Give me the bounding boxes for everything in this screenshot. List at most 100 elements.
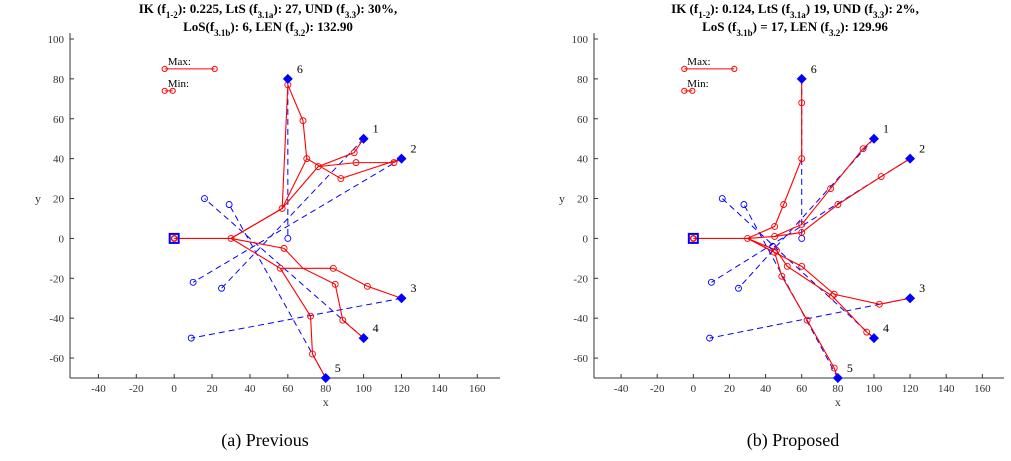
path-marker xyxy=(827,185,835,192)
path-line xyxy=(747,138,875,239)
x-tick-label: 160 xyxy=(974,383,991,395)
panel-caption: (a) Previous xyxy=(221,430,308,451)
blue-marker xyxy=(735,284,742,292)
chart-title-line: LoS (f3.1b) = 17, LEN (f3.2): 129.96 xyxy=(702,19,888,38)
path-marker xyxy=(278,205,286,212)
path-marker xyxy=(798,99,806,107)
legend-min-marker xyxy=(689,87,696,94)
path-marker xyxy=(314,163,322,171)
y-tick-label: -60 xyxy=(573,353,588,365)
path-marker xyxy=(771,248,779,256)
y-tick-label: 100 xyxy=(48,34,65,46)
y-tick-label: 80 xyxy=(577,74,589,86)
legend-max-marker xyxy=(681,65,688,72)
x-tick-label: 40 xyxy=(244,383,256,395)
y-tick-label: 0 xyxy=(583,233,589,245)
target-label: 1 xyxy=(373,122,379,136)
x-tick-label: -40 xyxy=(614,383,629,395)
title-subscript: 3.2 xyxy=(294,28,306,38)
x-tick-label: -40 xyxy=(91,383,106,395)
target-diamond xyxy=(832,373,843,383)
y-tick-label: 40 xyxy=(577,154,589,166)
x-tick-label: 60 xyxy=(796,383,808,395)
path-marker xyxy=(798,220,806,228)
y-tick-label: -40 xyxy=(573,313,588,325)
target-diamond xyxy=(796,73,807,84)
title-text: ) = 17, LEN (f xyxy=(753,19,830,34)
y-tick-label: 100 xyxy=(572,34,589,46)
path-marker xyxy=(783,262,791,270)
path-marker xyxy=(329,264,337,272)
target-dashed-line xyxy=(191,297,402,339)
path-marker xyxy=(309,350,316,358)
x-tick-label: 40 xyxy=(760,383,772,395)
x-tick-label: 20 xyxy=(724,383,736,395)
target-label: 6 xyxy=(297,62,303,76)
target-diamond xyxy=(868,333,879,344)
x-tick-label: 80 xyxy=(832,383,844,395)
chart-previous: IK (f1-2): 0.225, LtS (f3.1a): 27, UND (… xyxy=(35,1,500,451)
path-line xyxy=(747,237,839,379)
path-marker xyxy=(331,280,339,288)
title-text: IK (f xyxy=(139,1,167,16)
path-marker xyxy=(337,175,345,183)
target-diamond xyxy=(868,133,879,144)
target-diamond xyxy=(905,293,916,304)
title-subscript: 3.3 xyxy=(873,10,885,20)
title-text: ): 30%, xyxy=(356,1,397,16)
y-tick-label: 60 xyxy=(577,114,589,126)
target-diamond xyxy=(320,373,331,383)
title-text: ): 0.124, LtS (f xyxy=(710,1,790,16)
legend-max-label: Max: xyxy=(168,56,191,68)
base-square xyxy=(168,232,180,244)
legend-min-label: Min: xyxy=(687,78,708,90)
path-marker xyxy=(390,159,398,167)
title-text: ): 132.90 xyxy=(305,19,353,34)
base-square xyxy=(687,232,699,244)
path-marker xyxy=(772,246,780,254)
target-label: 5 xyxy=(847,361,853,375)
path-line xyxy=(230,237,402,299)
target-dashed-line xyxy=(221,138,364,289)
path-marker xyxy=(778,272,786,280)
title-subscript: 1-2 xyxy=(166,10,178,20)
path-marker xyxy=(303,155,311,163)
y-tick-label: 20 xyxy=(577,194,589,206)
title-subscript: 1-2 xyxy=(698,10,710,20)
path-marker xyxy=(798,262,806,270)
y-tick-label: 0 xyxy=(59,233,65,245)
panel-caption: (b) Proposed xyxy=(747,430,840,451)
chart-title-line: IK (f1-2): 0.124, LtS (f3.1a) 19, UND (f… xyxy=(671,1,919,20)
blue-marker xyxy=(225,201,233,208)
blue-marker xyxy=(707,278,715,286)
blue-marker xyxy=(218,284,225,292)
target-label: 2 xyxy=(919,142,925,156)
legend-min-label: Min: xyxy=(168,78,189,90)
target-diamond xyxy=(358,133,369,144)
title-text: ): 0.225, LtS (f xyxy=(178,1,258,16)
base-marker xyxy=(171,235,178,242)
title-subscript: 3.1b xyxy=(736,28,752,38)
path-marker xyxy=(363,282,371,290)
path-line xyxy=(230,84,308,239)
path-marker xyxy=(227,234,235,242)
legend-max-label: Max: xyxy=(687,56,710,68)
blue-marker xyxy=(740,201,748,208)
x-tick-label: -20 xyxy=(650,383,665,395)
title-subscript: 3.1b xyxy=(214,28,230,38)
title-text: IK (f xyxy=(671,1,699,16)
path-marker xyxy=(828,292,836,300)
path-line xyxy=(693,237,911,305)
path-marker xyxy=(771,232,779,240)
legend-min-marker xyxy=(161,87,168,94)
x-tick-label: 120 xyxy=(393,383,410,395)
path-line xyxy=(281,138,365,209)
path-marker xyxy=(780,201,788,208)
path-marker xyxy=(803,316,811,324)
title-text: ): 2%, xyxy=(884,1,919,16)
path-line xyxy=(174,157,402,239)
path-marker xyxy=(352,159,360,167)
path-marker xyxy=(771,222,779,230)
y-tick-label: -20 xyxy=(573,273,588,285)
target-dashed-line xyxy=(228,204,327,379)
